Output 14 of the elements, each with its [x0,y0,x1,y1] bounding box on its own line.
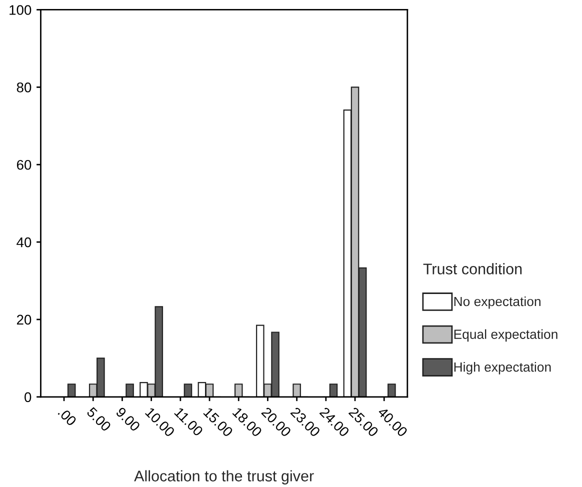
x-tick-label: 5.00 [86,406,112,432]
x-tick-label: .00 [58,407,78,426]
x-tick-label: 9.00 [115,406,141,432]
legend-label: High expectation [454,362,551,374]
y-tick-label: 80 [16,82,32,92]
y-tick-label: 60 [16,160,32,170]
y-tick-label: 40 [16,237,32,248]
legend-title: Trust condition [423,263,522,274]
y-tick-label: 0 [24,392,32,402]
x-axis-title: Allocation to the trust giver [134,470,314,484]
y-tick-label: 20 [16,314,32,325]
y-tick-label: 100 [10,5,32,15]
legend-label: No expectation [454,296,540,309]
legend-label: Equal expectation [454,329,558,342]
